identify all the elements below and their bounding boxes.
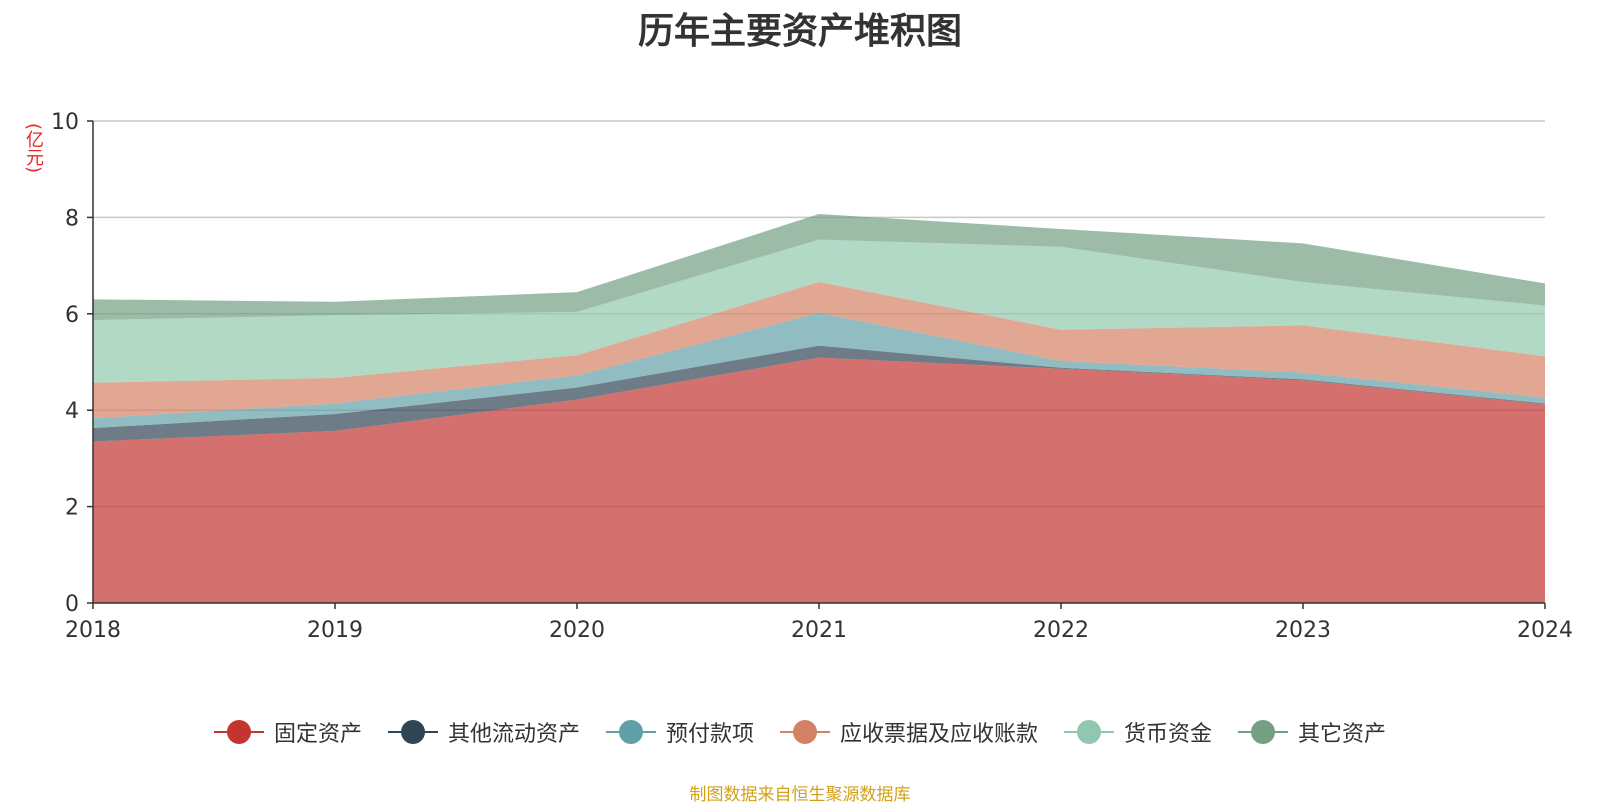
legend-label: 其他流动资产 — [447, 722, 580, 747]
x-tick-label: 2024 — [1517, 618, 1573, 643]
area-series-5 — [93, 214, 1545, 321]
y-tick-label: 10 — [51, 110, 79, 135]
x-tick-label: 2019 — [307, 618, 363, 643]
legend-swatch — [1238, 719, 1289, 745]
legend: 固定资产 其他流动资产 预付款项 应收票据及应收账款 货币资金 其它资产 — [0, 716, 1600, 748]
legend-item-1[interactable]: 其他流动资产 — [387, 716, 580, 748]
legend-label: 其它资产 — [1298, 722, 1387, 747]
legend-swatch — [780, 719, 830, 745]
legend-swatch — [387, 719, 438, 745]
area-series-1 — [93, 345, 1545, 442]
source-note: 制图数据来自恒生聚源数据库 — [689, 785, 911, 805]
chart-title: 历年主要资产堆积图 — [637, 11, 962, 52]
legend-swatch — [605, 719, 656, 745]
area-series-0 — [93, 357, 1545, 603]
y-tick-label: 8 — [65, 206, 79, 231]
area-series-4 — [93, 239, 1545, 383]
y-axis-unit-label: (亿元) — [23, 122, 44, 174]
area-series-2 — [93, 312, 1545, 429]
legend-item-3[interactable]: 应收票据及应收账款 — [780, 716, 1038, 748]
legend-label: 应收票据及应收账款 — [840, 722, 1039, 747]
y-tick-label: 0 — [65, 592, 79, 617]
x-tick-label: 2020 — [549, 618, 605, 643]
y-tick-label: 4 — [65, 399, 79, 424]
legend-item-0[interactable]: 固定资产 — [213, 716, 362, 748]
area-series-layer — [93, 214, 1545, 603]
legend-label: 预付款项 — [665, 722, 754, 747]
y-tick-label: 2 — [65, 496, 79, 521]
legend-label: 固定资产 — [273, 722, 362, 747]
y-tick-label: 6 — [65, 303, 79, 328]
area-series-3 — [93, 281, 1545, 419]
x-tick-label: 2021 — [791, 618, 847, 643]
x-tick-label: 2023 — [1275, 618, 1331, 643]
x-tick-label: 2022 — [1033, 618, 1089, 643]
legend-item-2[interactable]: 预付款项 — [605, 716, 754, 748]
x-tick-label: 2018 — [65, 618, 121, 643]
legend-label: 货币资金 — [1124, 722, 1213, 747]
legend-item-4[interactable]: 货币资金 — [1064, 716, 1212, 748]
legend-item-5[interactable]: 其它资产 — [1238, 716, 1386, 748]
legend-swatch — [1064, 719, 1115, 745]
legend-swatch — [213, 719, 264, 745]
axes: 0 2 4 6 8 10 2018 2019 2020 2021 2022 2023 2024 — [51, 110, 1573, 643]
